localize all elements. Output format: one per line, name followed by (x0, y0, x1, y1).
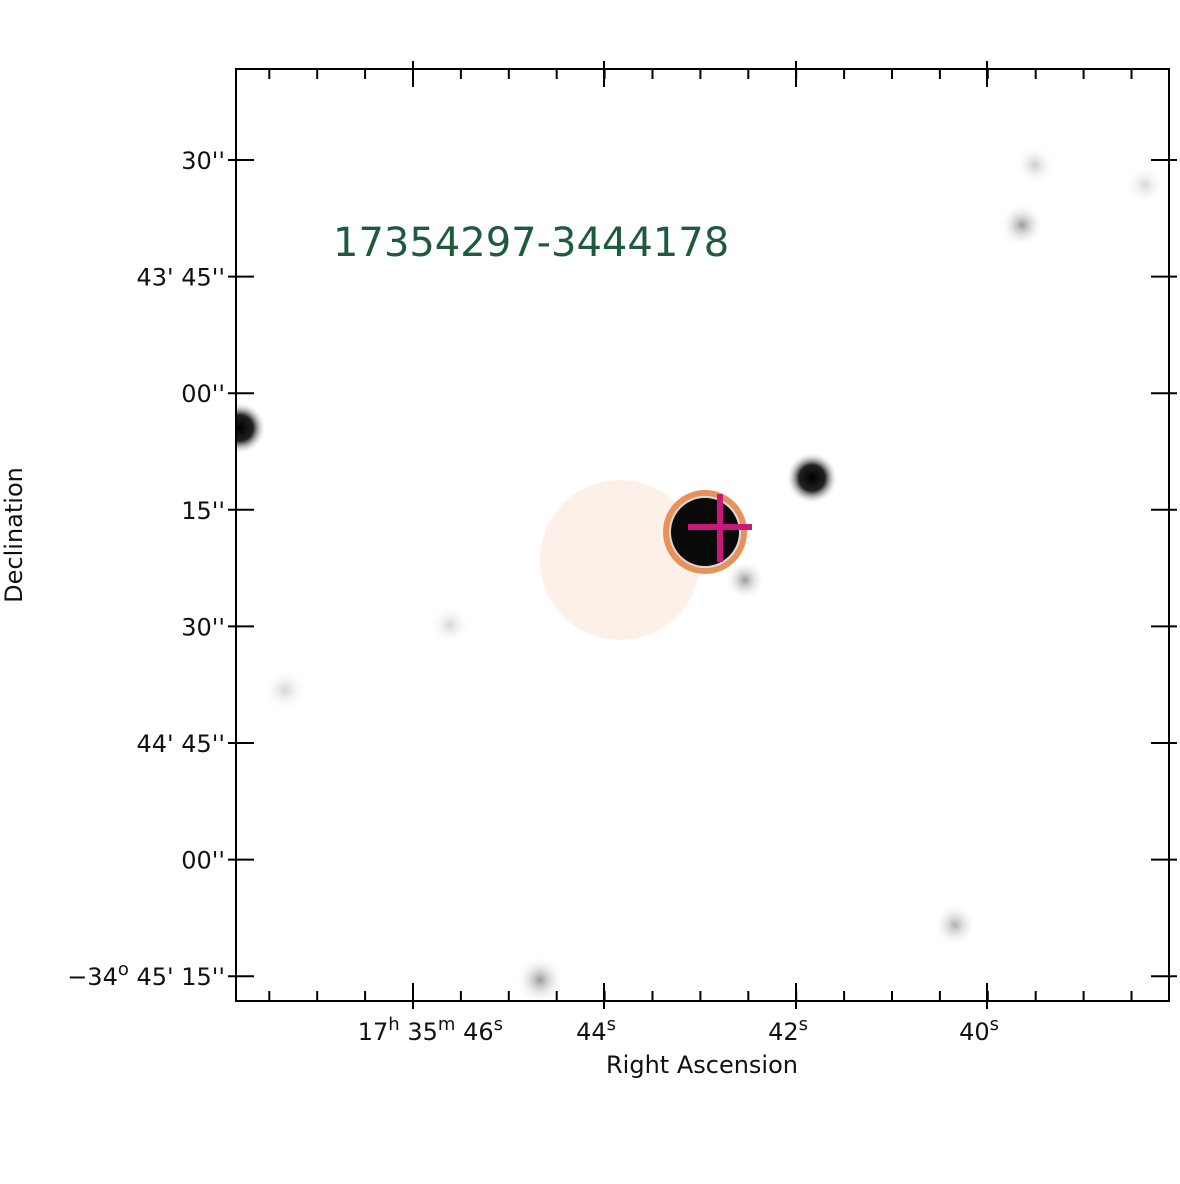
superscript: m (438, 1014, 456, 1035)
faint-star (933, 903, 977, 947)
label-part: 46 (455, 1018, 493, 1046)
label-part: 40 (959, 1018, 990, 1046)
faint-star (725, 560, 765, 600)
sky-image (236, 69, 1169, 1001)
halo (540, 480, 700, 640)
target-core (671, 498, 739, 566)
label-part: 30'' (181, 613, 225, 641)
x-tick-label: 42s (768, 1014, 808, 1046)
y-tick-label: 00'' (181, 847, 225, 875)
superscript: h (388, 1014, 399, 1035)
label-part: 17 (358, 1018, 389, 1046)
x-tick-label: 44s (576, 1014, 616, 1046)
star (786, 452, 838, 504)
target-ring (663, 490, 747, 574)
y-tick-label: 44' 45'' (137, 730, 226, 758)
faint-star (1000, 203, 1044, 247)
x-tick-label: 40s (959, 1014, 999, 1046)
x-axis-label: Right Ascension (606, 1051, 798, 1079)
superscript: s (990, 1014, 999, 1035)
y-axis-label: Declination (0, 467, 28, 603)
label-part: 30'' (181, 147, 225, 175)
faint-star (430, 605, 470, 645)
label-part: 15'' (181, 497, 225, 525)
y-tick-label: −34o 45' 15'' (67, 959, 225, 991)
label-part: 45' 15'' (129, 963, 225, 991)
superscript: s (799, 1014, 808, 1035)
label-part: 00'' (181, 380, 225, 408)
label-part: 35 (400, 1018, 438, 1046)
superscript: s (494, 1014, 503, 1035)
label-part: −34 (67, 963, 118, 991)
star (236, 402, 266, 454)
faint-star (1125, 165, 1165, 205)
faint-star (263, 668, 307, 712)
label-part: 42 (768, 1018, 799, 1046)
x-tick-label: 17h 35m 46s (358, 1014, 503, 1046)
superscript: s (607, 1014, 616, 1035)
label-part: 43' 45'' (137, 264, 226, 292)
y-tick-label: 30'' (181, 613, 225, 641)
y-tick-label: 15'' (181, 497, 225, 525)
faint-star (1015, 145, 1055, 185)
y-tick-label: 30'' (181, 147, 225, 175)
y-tick-label: 43' 45'' (137, 264, 226, 292)
faint-star (516, 956, 564, 1001)
label-part: 44' 45'' (137, 730, 226, 758)
y-tick-label: 00'' (181, 380, 225, 408)
label-part: 44 (576, 1018, 607, 1046)
source-title: 17354297-3444178 (333, 220, 729, 266)
plot-frame (235, 68, 1170, 1002)
label-part: 00'' (181, 847, 225, 875)
superscript: o (118, 959, 129, 980)
